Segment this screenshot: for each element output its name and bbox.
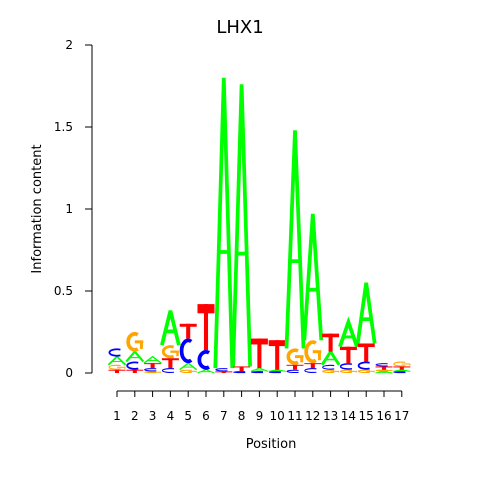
logo-letter-G	[161, 345, 179, 359]
x-tick-label: 3	[149, 409, 157, 423]
x-tick-label: 2	[131, 409, 139, 423]
logo-letter-T	[161, 358, 179, 369]
logo-letter-G	[322, 369, 340, 373]
logo-letter-C	[250, 371, 264, 374]
y-tick-label: 0	[65, 366, 73, 380]
logo-letter-T	[339, 346, 357, 364]
logo-letter-A	[284, 130, 306, 349]
logo-letter-G	[126, 332, 144, 352]
x-tick-label: 4	[167, 409, 175, 423]
logo-letter-T	[233, 366, 251, 372]
x-tick-label: 16	[376, 409, 391, 423]
logo-letter-A	[231, 84, 252, 367]
logo-letter-G	[339, 369, 357, 373]
logo-letter-A	[375, 370, 393, 374]
logo-letter-A	[143, 355, 162, 364]
logo-letter-A	[197, 369, 215, 374]
logo-letter-C	[357, 361, 370, 370]
logo-letter-A	[338, 316, 359, 348]
logo-letter-T	[304, 363, 322, 369]
x-tick-label: 5	[184, 409, 192, 423]
logo-letter-C	[161, 368, 175, 373]
x-tick-label: 14	[341, 409, 356, 423]
logo-letter-C	[179, 338, 193, 364]
logo-letter-A	[250, 367, 269, 372]
logo-letter-C	[375, 363, 388, 367]
logo-letter-A	[268, 369, 286, 372]
y-tick-label: 0.5	[54, 284, 73, 298]
logo-letter-T	[250, 338, 268, 369]
y-tick-label: 1	[65, 202, 73, 216]
y-tick-label: 1.5	[54, 120, 73, 134]
logo-letter-C	[144, 368, 157, 372]
y-axis: 0 0.5 1 1.5 2	[54, 38, 93, 380]
logo-letter-T	[197, 304, 215, 351]
logo-letter-A	[160, 310, 181, 346]
x-tick-label: 8	[238, 409, 246, 423]
x-tick-label: 9	[256, 409, 264, 423]
logo-letter-C	[304, 368, 317, 373]
logo-letter-G	[108, 364, 126, 370]
logo-letter-A	[320, 349, 341, 366]
logo-letter-G	[375, 369, 393, 372]
logo-letter-T	[215, 371, 233, 373]
y-axis-label: Information content	[30, 144, 45, 273]
logo-letter-A	[179, 362, 198, 371]
x-tick-label: 11	[287, 409, 302, 423]
logo-letter-C	[108, 348, 121, 357]
x-tick-label: 1	[113, 409, 121, 423]
logo-letter-T	[126, 369, 144, 373]
logo-letter-A	[302, 213, 324, 341]
logo-letter-T	[393, 366, 411, 370]
logo-letter-A	[393, 369, 411, 372]
logo-letter-T	[375, 366, 393, 370]
logo-letter-C	[197, 350, 210, 370]
logo-letter-C	[215, 368, 228, 372]
logo-letter-A	[125, 350, 145, 363]
logo-letter-G	[357, 369, 375, 373]
logo-letter-T	[268, 340, 286, 370]
logo-letter-G	[393, 361, 411, 367]
logo-letters	[107, 77, 411, 374]
logo-letter-C	[339, 363, 353, 370]
x-axis: 1 2 3 4 5 6 7 8 9 10 11 12 13 14 15 16 17	[113, 390, 409, 423]
x-axis-label: Position	[246, 437, 297, 452]
x-tick-label: 10	[270, 409, 285, 423]
logo-letter-G	[144, 371, 162, 374]
logo-letter-G	[286, 348, 304, 365]
logo-letter-T	[322, 333, 340, 352]
logo-letter-C	[126, 361, 139, 370]
x-tick-label: 7	[220, 409, 228, 423]
logo-letter-T	[144, 363, 162, 369]
logo-letter-C	[268, 371, 281, 374]
logo-letter-A	[355, 282, 377, 344]
logo-letter-A	[213, 77, 235, 369]
x-tick-label: 17	[394, 409, 409, 423]
x-tick-label: 6	[202, 409, 210, 423]
x-tick-label: 15	[359, 409, 374, 423]
x-tick-label: 12	[305, 409, 320, 423]
logo-letter-G	[304, 340, 322, 364]
logo-letter-T	[179, 323, 197, 339]
logo-letter-A	[107, 355, 127, 366]
logo-letter-C	[286, 369, 299, 373]
logo-letter-C	[233, 371, 246, 374]
logo-letter-T	[357, 343, 375, 362]
logo-letter-C	[322, 364, 335, 370]
logo-letter-C	[393, 371, 406, 374]
x-tick-label: 13	[323, 409, 338, 423]
logo-letter-G	[179, 369, 197, 373]
y-tick-label: 2	[65, 38, 73, 52]
logo-letter-T	[108, 369, 126, 373]
logo-letter-T	[286, 364, 304, 370]
chart-title: LHX1	[216, 17, 263, 38]
